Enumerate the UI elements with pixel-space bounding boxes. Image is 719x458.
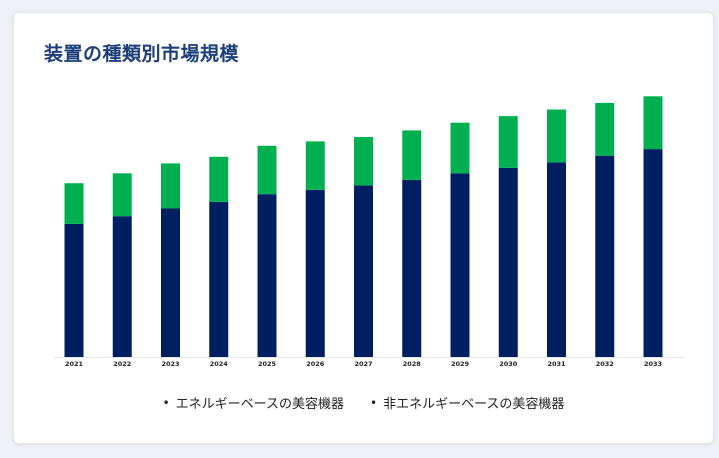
x-tick-label: 2030 — [499, 360, 518, 368]
chart-legend: • エネルギーベースの美容機器 • 非エネルギーベースの美容機器 — [14, 393, 713, 413]
x-tick-label: 2023 — [161, 360, 179, 368]
legend-bullet: • — [162, 395, 170, 410]
bar-segment-non-energy-2032[interactable] — [595, 102, 615, 156]
legend-label-energy: エネルギーベースの美容機器 — [175, 397, 344, 412]
x-tick-label: 2026 — [306, 360, 325, 368]
bar-segment-energy-2033[interactable] — [643, 149, 663, 357]
bar-segment-energy-2022[interactable] — [112, 216, 132, 357]
x-tick-label: 2025 — [258, 360, 277, 368]
legend-label-non-energy: 非エネルギーベースの美容機器 — [383, 397, 565, 412]
bar-segment-non-energy-2029[interactable] — [450, 122, 470, 174]
stacked-bar-chart: 2021 2022 2023 2024 2025 2026 2027 2028 2029 2030… — [54, 96, 684, 368]
bar-segment-energy-2029[interactable] — [450, 173, 470, 357]
bar-segment-non-energy-2023[interactable] — [161, 163, 180, 209]
bar-segment-non-energy-2028[interactable] — [402, 130, 422, 180]
legend-item-non-energy[interactable]: • 非エネルギーベースの美容機器 — [370, 393, 565, 413]
x-tick-label: 2031 — [547, 360, 566, 368]
chart-title: 装置の種類別市場規模 — [44, 43, 240, 65]
bar-segment-non-energy-2022[interactable] — [112, 173, 132, 217]
x-tick-label: 2022 — [113, 360, 131, 368]
x-tick-label: 2021 — [65, 360, 84, 368]
bar-segment-energy-2025[interactable] — [257, 194, 277, 357]
bar-segment-non-energy-2021[interactable] — [64, 183, 84, 224]
x-tick-label: 2033 — [644, 360, 662, 368]
bar-segment-energy-2030[interactable] — [498, 167, 518, 357]
bar-segment-non-energy-2030[interactable] — [498, 116, 518, 168]
bar-segment-energy-2028[interactable] — [402, 179, 422, 357]
x-tick-label: 2028 — [403, 360, 422, 368]
bar-segment-non-energy-2024[interactable] — [209, 156, 229, 202]
legend-bullet: • — [370, 395, 378, 410]
x-tick-label: 2032 — [596, 360, 614, 368]
chart-card: 装置の種類別市場規模 2021 2022 2023 2024 2025 2026 2027 2… — [13, 12, 714, 444]
bar-segment-non-energy-2026[interactable] — [305, 141, 325, 190]
bar-segment-energy-2031[interactable] — [547, 162, 566, 357]
bar-segment-energy-2027[interactable] — [354, 185, 373, 357]
bar-segment-non-energy-2031[interactable] — [547, 109, 566, 163]
x-tick-label: 2024 — [210, 360, 229, 368]
bar-segment-energy-2023[interactable] — [161, 208, 180, 358]
bar-segment-energy-2026[interactable] — [305, 189, 325, 357]
bar-segment-non-energy-2027[interactable] — [354, 137, 373, 186]
bar-segment-non-energy-2025[interactable] — [257, 145, 277, 195]
x-tick-label: 2029 — [451, 360, 470, 368]
bar-segment-energy-2021[interactable] — [64, 223, 84, 357]
x-tick-label: 2027 — [354, 360, 372, 368]
legend-item-energy[interactable]: • エネルギーベースの美容機器 — [162, 393, 344, 413]
bar-segment-non-energy-2033[interactable] — [643, 96, 663, 150]
bar-segment-energy-2024[interactable] — [209, 201, 229, 357]
bar-segment-energy-2032[interactable] — [595, 155, 615, 357]
